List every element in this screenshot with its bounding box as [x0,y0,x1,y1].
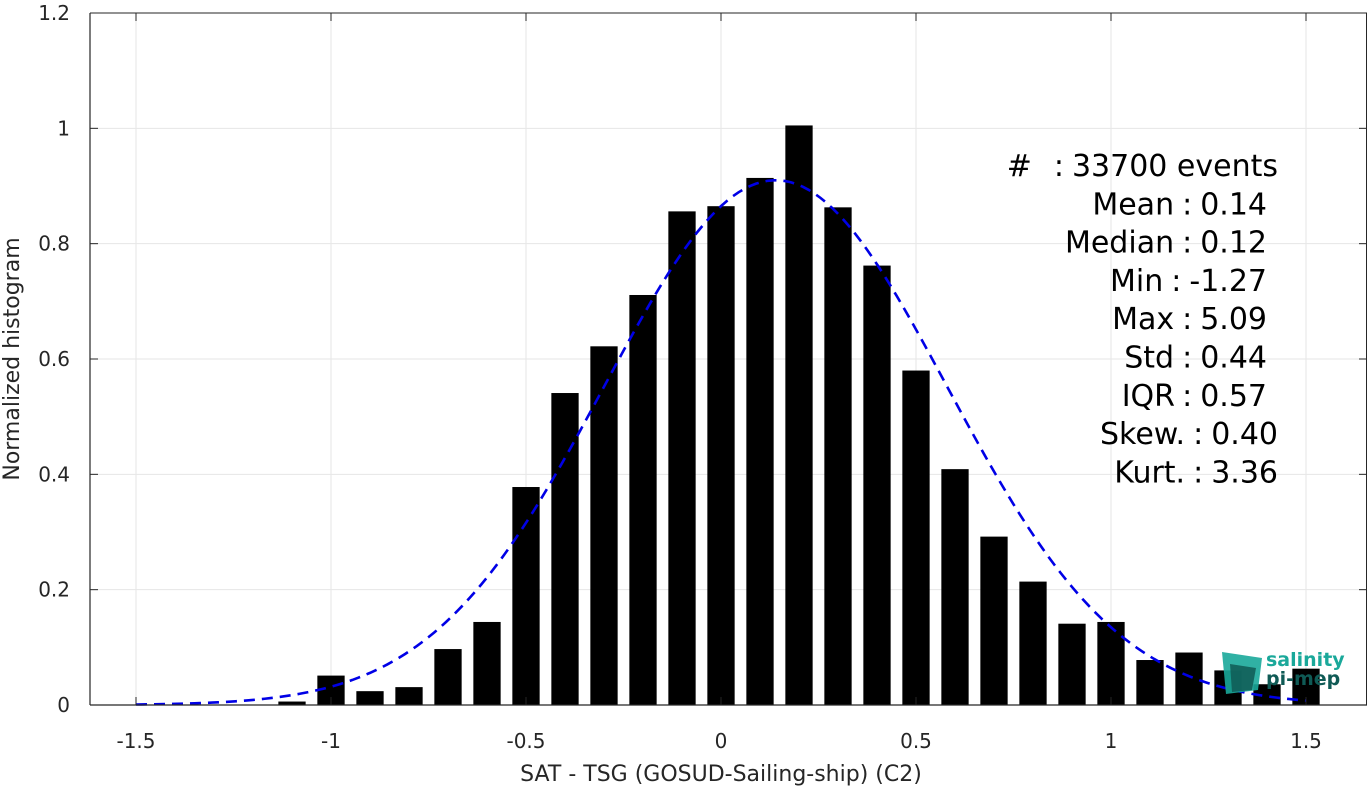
stat-separator: : [1171,264,1181,299]
x-axis-title: SAT - TSG (GOSUD-Sailing-ship) (C2) [520,762,922,787]
stat-value: 0.44 [1200,341,1267,376]
stat-label: Min [1110,264,1163,299]
x-tick-label: -0.5 [506,729,545,753]
stat-label: Kurt. [1114,455,1185,490]
x-tick-label: -1 [321,729,341,753]
histogram-bar [395,687,423,705]
logo-text-pimep: pi-mep [1266,668,1340,690]
histogram-bar [629,294,657,705]
logo-emblem-icon [1222,652,1262,694]
stat-label: Skew. [1100,417,1185,452]
x-tick-label: 1.5 [1290,729,1322,753]
histogram-bar [668,211,696,705]
histogram-bar [707,206,735,705]
stat-separator: : [1182,187,1192,222]
stat-line: Max:5.09 [1112,302,1267,337]
gaussian-fit-curve [135,178,1307,706]
histogram-bars [278,125,1320,706]
stat-separator: : [1193,417,1203,452]
histogram-bar [590,346,618,705]
stat-value: -1.27 [1189,264,1267,299]
x-tick-label: 0 [715,729,728,753]
stat-separator: : [1054,149,1064,184]
stat-line: #:33700 events [1007,149,1278,184]
y-tick-label: 0 [57,693,70,717]
stat-line: Kurt.:3.36 [1114,455,1278,490]
logo-text-salinity: salinity [1266,649,1345,671]
histogram-bar [278,701,306,705]
histogram-bar [1019,581,1047,705]
stat-line: Min: -1.27 [1110,264,1267,299]
histogram-bar [1097,621,1125,705]
x-tick-label: 1 [1105,729,1118,753]
y-tick-label: 0.2 [38,578,70,602]
histogram-bar [824,207,852,705]
stat-label: Std [1124,341,1174,376]
stat-label: Mean [1092,187,1174,222]
stat-line: IQR:0.57 [1122,379,1267,414]
stat-value: 0.40 [1211,417,1278,452]
stat-separator: : [1182,379,1192,414]
stat-value: 0.57 [1200,379,1267,414]
stat-label: IQR [1122,379,1174,414]
histogram-bar [1136,660,1164,705]
stat-value: 33700 events [1072,149,1278,184]
stat-label: # [1007,149,1032,184]
y-tick-label: 0.6 [38,347,70,371]
histogram-bar [980,536,1008,705]
histogram-bar [434,649,462,705]
y-tick-label: 0.4 [38,462,70,486]
stat-value: 0.12 [1200,226,1267,261]
stat-line: Mean:0.14 [1092,187,1267,222]
histogram-bar [902,370,930,705]
stat-line: Median:0.12 [1065,226,1267,261]
stat-separator: : [1182,341,1192,376]
stat-line: Skew.:0.40 [1100,417,1278,452]
x-tick-label: -1.5 [116,729,155,753]
histogram-bar [356,691,384,705]
histogram-bar [1253,684,1281,705]
histogram-bar [785,125,813,705]
histogram-bar [941,469,969,705]
stat-label: Max [1112,302,1174,337]
histogram-bar [863,265,891,705]
stat-value: 3.36 [1211,455,1278,490]
histogram-bar [1175,652,1203,705]
stat-separator: : [1193,455,1203,490]
stat-separator: : [1182,302,1192,337]
stat-label: Median [1065,226,1174,261]
salinity-pimep-logo: salinity pi-mep [1222,649,1345,694]
histogram-bar [1058,623,1086,705]
stat-value: 5.09 [1200,302,1267,337]
y-tick-label: 0.8 [38,232,70,256]
y-axis-title: Normalized histogram [0,237,25,480]
histogram-bar [512,487,540,705]
y-tick-label: 1 [57,116,70,140]
tick-labels: -1.5 -1 -0.5 0 0.5 1 1.5 0 0.2 0.4 0.6 0.8 1 1.2 [38,1,1322,753]
histogram-bar [746,177,774,706]
histogram-bar [473,621,501,705]
stat-value: 0.14 [1200,187,1267,222]
x-tick-label: 0.5 [900,729,932,753]
stat-separator: : [1182,226,1192,261]
histogram-bar [551,393,579,705]
stat-line: Std:0.44 [1124,341,1267,376]
y-tick-label: 1.2 [38,1,70,25]
